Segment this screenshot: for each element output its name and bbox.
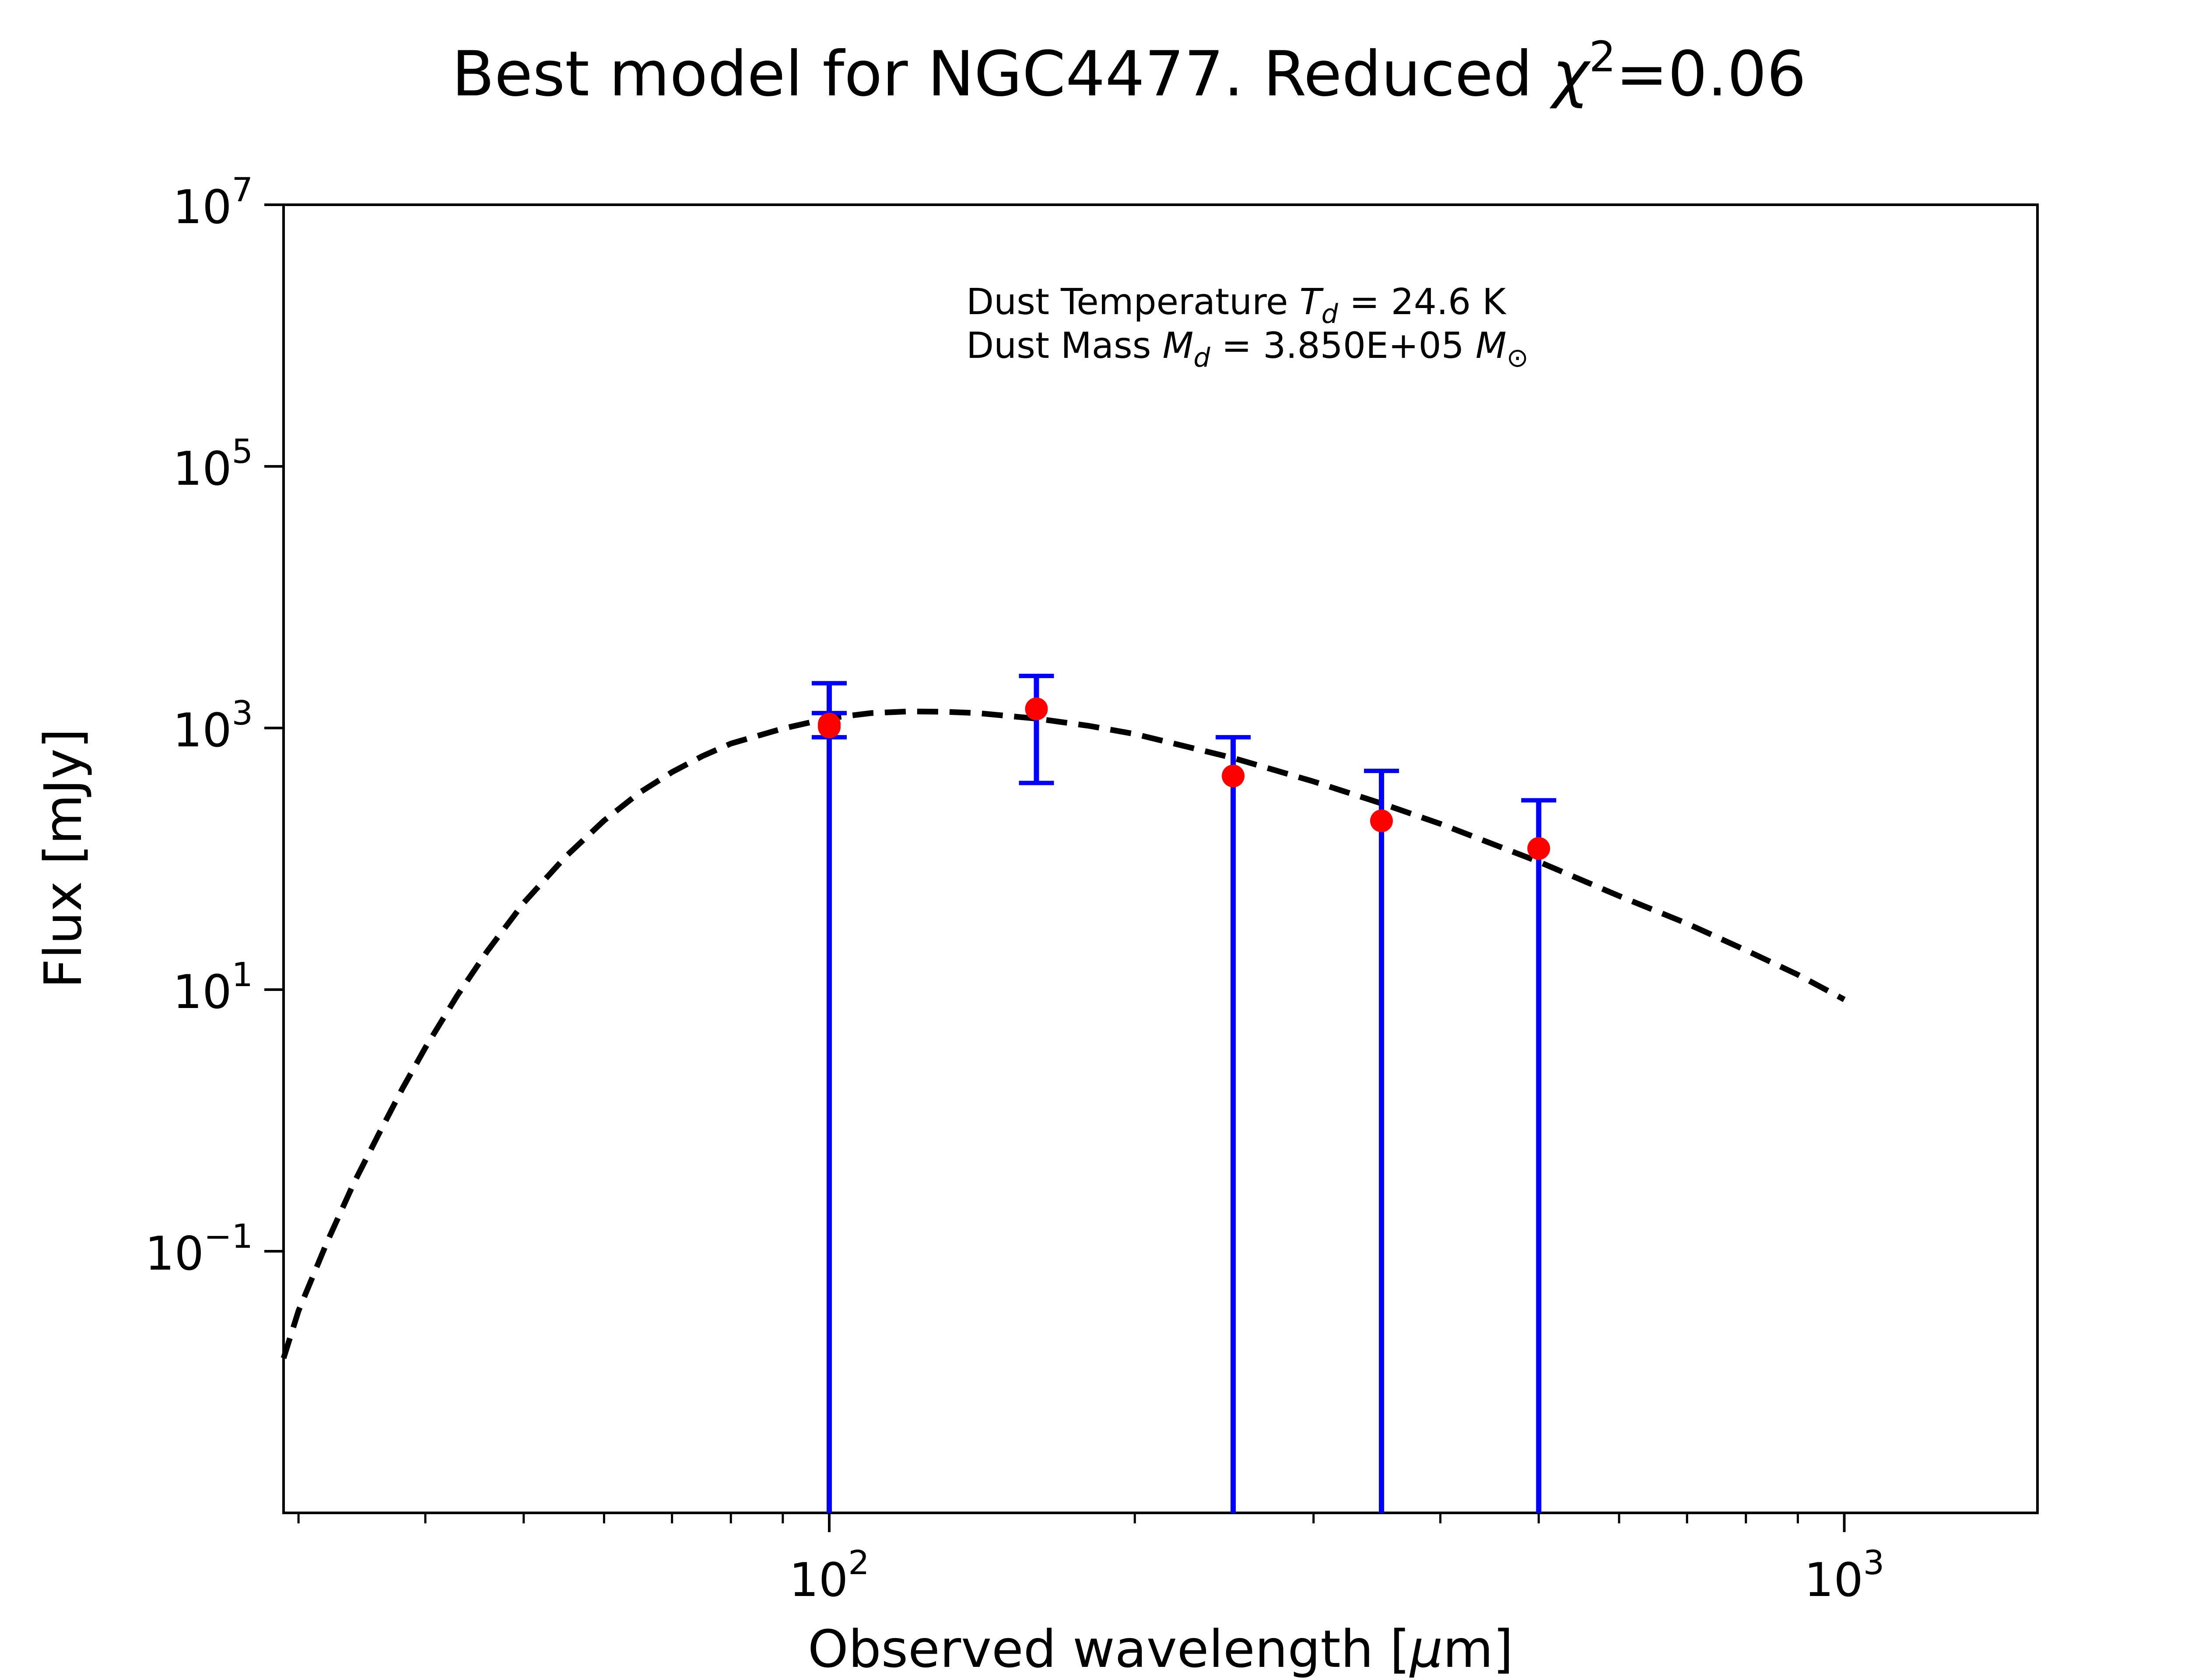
x-tick-label: 102 — [789, 1543, 869, 1607]
data-point — [1025, 697, 1048, 721]
x-tick-label: 103 — [1804, 1543, 1884, 1607]
dust-temperature-label: Dust Temperature Td = 24.6 K — [966, 281, 1507, 329]
data-markers — [817, 697, 1550, 860]
x-axis-label: Observed wavelength [μm] — [808, 1619, 1513, 1679]
y-axis-ticks: 10−1 101 103 105 107 — [145, 170, 284, 1281]
y-tick-label: 105 — [173, 432, 253, 496]
y-tick-label: 107 — [173, 170, 253, 234]
plot-area — [282, 203, 2039, 1514]
data-point — [1370, 809, 1393, 833]
y-axis-label: Flux [mJy] — [33, 728, 93, 988]
error-bars — [811, 674, 1557, 1513]
x-axis-ticks: 102 103 — [789, 1513, 1884, 1607]
dust-mass-label: Dust Mass Md = 3.850E+05 M⊙ — [966, 325, 1529, 373]
data-point — [817, 713, 841, 736]
data-point — [1527, 837, 1550, 860]
y-tick-label: 101 — [173, 955, 253, 1019]
y-tick-label: 10−1 — [145, 1217, 253, 1281]
data-point — [1222, 764, 1245, 788]
chart-title: Best model for NGC4477. Reduced χ2=0.06 — [452, 32, 1806, 110]
y-tick-label: 103 — [173, 693, 253, 757]
x-minor-ticks — [297, 1513, 1799, 1523]
